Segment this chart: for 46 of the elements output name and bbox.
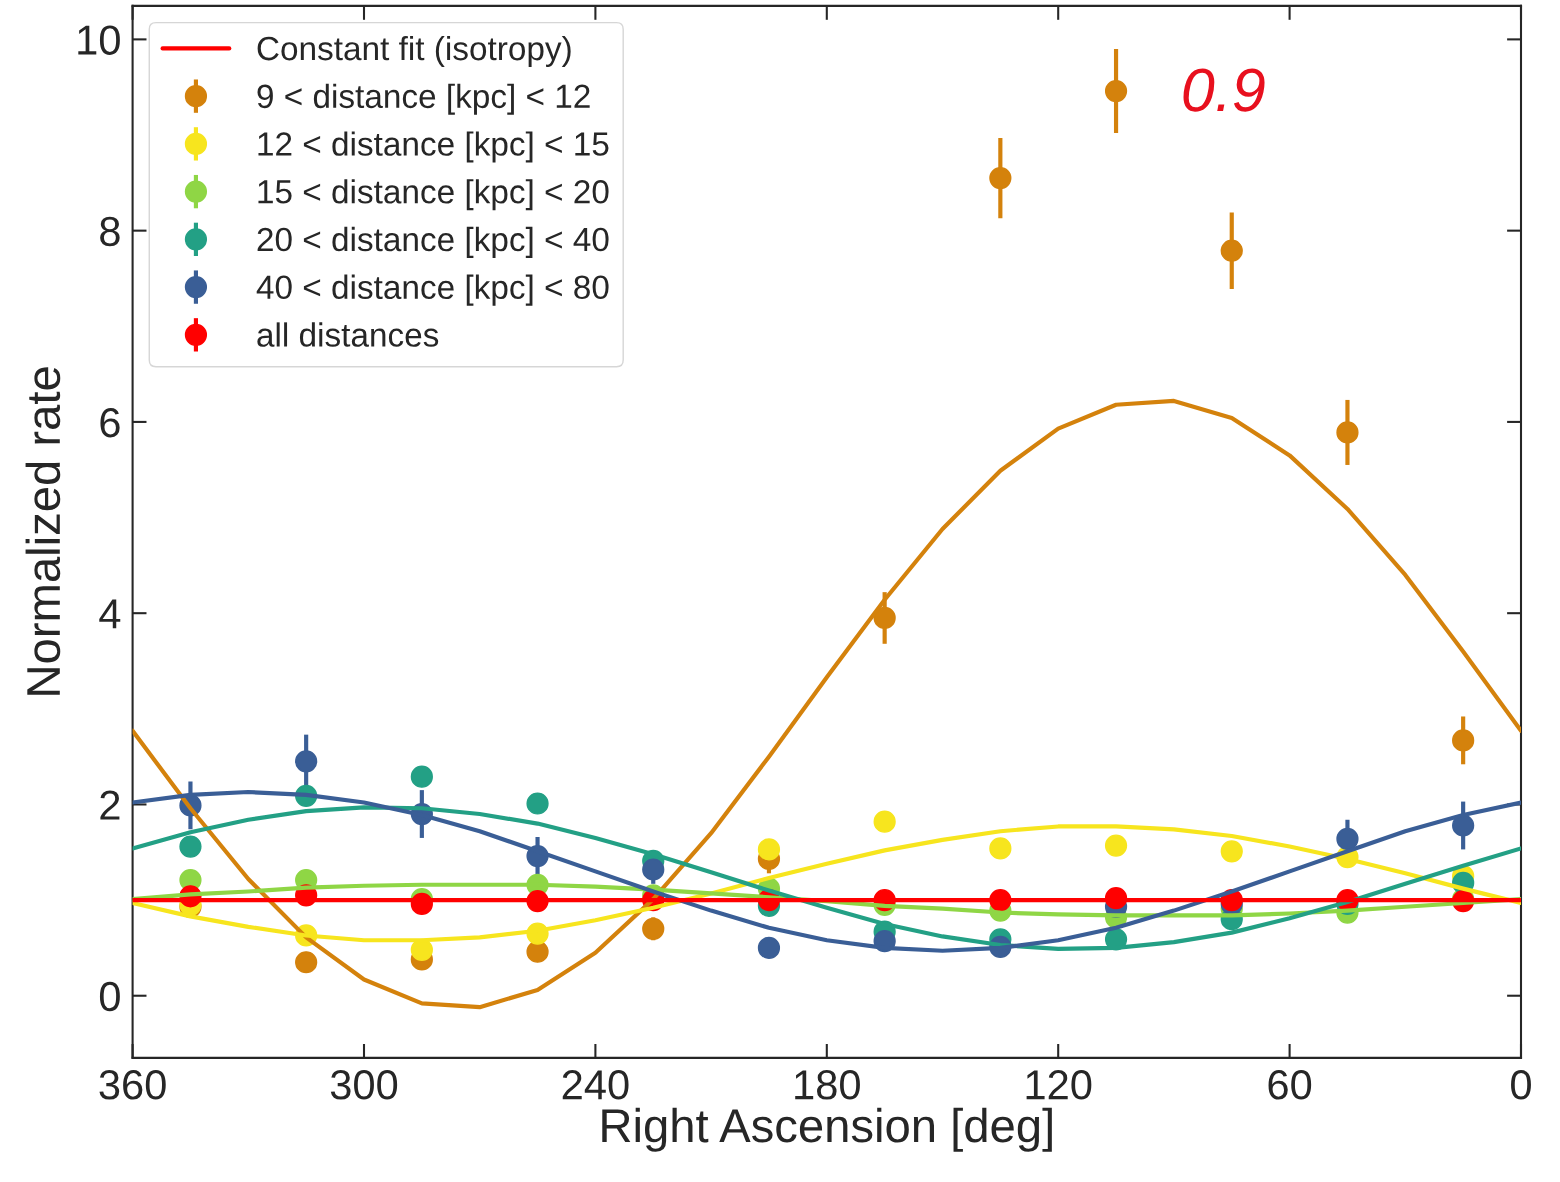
point — [1336, 421, 1359, 444]
point — [526, 940, 549, 963]
x-tick-label: 300 — [330, 1070, 398, 1100]
x-tick-label: 240 — [562, 1070, 629, 1100]
x-tick-label: 0 — [1511, 1070, 1531, 1100]
y-axis-title: Normalized rate — [25, 367, 61, 695]
y-tick-label: 0 — [99, 981, 120, 1012]
point — [873, 606, 896, 630]
x-tick-label: 360 — [99, 1070, 166, 1100]
legend-label: 9 < distance [kpc] < 12 — [257, 83, 590, 115]
x-tick-label: 120 — [1026, 1070, 1092, 1100]
point — [179, 835, 202, 858]
legend-label: 20 < distance [kpc] < 40 — [257, 226, 609, 258]
y-tick-label: 10 — [78, 25, 120, 55]
point — [1452, 814, 1475, 837]
point — [989, 166, 1012, 190]
point — [295, 951, 318, 974]
point — [1336, 827, 1359, 850]
x-axis-title: Right Ascension [deg] — [602, 1107, 1052, 1152]
y-tick-label: 6 — [100, 407, 120, 438]
line-series — [132, 398, 1521, 1010]
point — [1220, 840, 1243, 863]
y-tick-label: 4 — [99, 599, 121, 629]
point — [1104, 79, 1128, 103]
y-tick-label: 8 — [100, 216, 120, 247]
point — [989, 837, 1012, 860]
x-tick-label: 60 — [1268, 1070, 1312, 1100]
point — [1220, 239, 1243, 262]
point — [757, 936, 781, 960]
y-tick-label: 2 — [100, 790, 120, 820]
point — [642, 917, 665, 940]
legend-label: all distances — [257, 322, 439, 347]
legend-label: 12 < distance [kpc] < 15 — [258, 131, 609, 163]
point — [1452, 729, 1475, 752]
legend-label: 40 < distance [kpc] < 80 — [256, 274, 609, 306]
point — [1104, 834, 1128, 857]
legend-label: Constant fit (isotropy) — [257, 35, 571, 67]
legend-label: 15 < distance [kpc] < 20 — [258, 179, 609, 211]
point — [410, 765, 433, 788]
point — [295, 750, 318, 773]
x-tick-label: 180 — [795, 1070, 860, 1100]
annotation: 0.9 — [1183, 68, 1265, 112]
point — [526, 792, 549, 815]
point — [873, 810, 896, 833]
point — [757, 838, 781, 861]
point — [642, 858, 665, 881]
